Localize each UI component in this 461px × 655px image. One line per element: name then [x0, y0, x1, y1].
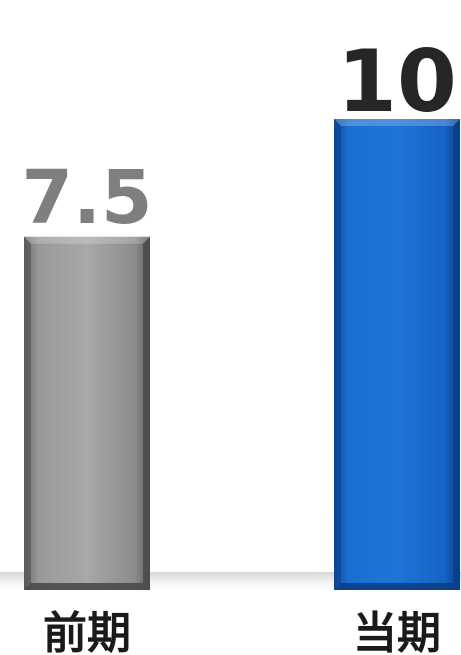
bars-layer	[24, 119, 460, 590]
value-labels-layer: 7.5 10	[21, 32, 456, 241]
bar-bevel-right	[143, 236, 150, 590]
bar-current	[334, 119, 460, 590]
bar-body	[24, 236, 150, 590]
bar-bevel-left	[24, 236, 31, 590]
value-label-current: 10	[337, 32, 457, 132]
bar-previous	[24, 236, 150, 590]
bar-bevel-top	[334, 119, 460, 126]
bar-bevel-top	[24, 236, 150, 244]
bar-body	[334, 119, 460, 590]
category-label-current: 当期	[353, 608, 441, 655]
bar-bevel-right	[453, 119, 460, 590]
category-labels-layer: 前期 当期	[43, 608, 441, 655]
category-label-previous: 前期	[43, 608, 131, 655]
bar-bevel-left	[334, 119, 341, 590]
bar-bevel-bottom	[334, 583, 460, 590]
value-label-previous: 7.5	[21, 155, 152, 241]
bar-bevel-bottom	[24, 583, 150, 590]
